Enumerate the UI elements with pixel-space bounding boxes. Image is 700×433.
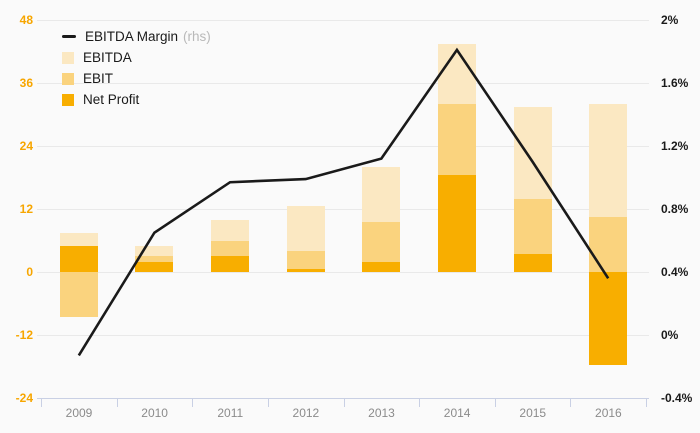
x-axis-label-2012: 2012 <box>292 406 320 420</box>
x-axis-tick <box>419 398 421 407</box>
legend-item-net-profit: Net Profit <box>62 89 211 110</box>
legend-item-ebitda: EBITDA <box>62 47 211 68</box>
x-axis-label-2009: 2009 <box>65 406 93 420</box>
y-axis-left-label: 24 <box>19 139 33 153</box>
x-axis-tick <box>267 398 269 407</box>
legend-label-ebit: EBIT <box>83 71 114 86</box>
bar-net-profit-2013 <box>362 261 401 272</box>
legend-label-ebitda: EBITDA <box>83 50 132 65</box>
bar-net-profit-2011 <box>211 256 250 272</box>
ebit-swatch-icon <box>62 72 74 85</box>
x-axis-label-2010: 2010 <box>141 406 168 420</box>
y-axis-right-label: 2% <box>661 13 679 27</box>
bar-net-profit-2015 <box>513 253 552 272</box>
bar-ebit-2009 <box>59 272 98 317</box>
y-axis-left-label: 0 <box>26 265 33 279</box>
bar-net-profit-2014 <box>437 174 476 272</box>
x-axis-tick <box>343 398 345 407</box>
x-axis-tick <box>41 398 42 407</box>
x-axis-label-2013: 2013 <box>368 406 395 420</box>
y-axis-left-label: 36 <box>19 76 33 90</box>
net-profit-swatch-icon <box>62 93 74 106</box>
y-axis-right-label: 0.4% <box>661 265 689 279</box>
y-axis-right-label: -0.4% <box>661 391 693 405</box>
ebitda-swatch-icon <box>62 51 74 64</box>
x-axis-tick <box>192 398 194 407</box>
x-axis-label-2016: 2016 <box>595 406 622 420</box>
legend-label-ebitda-margin: EBITDA Margin <box>85 29 179 44</box>
line-swatch-icon <box>62 35 76 38</box>
bar-net-profit-2010 <box>135 261 174 272</box>
x-axis-label-2015: 2015 <box>519 406 547 420</box>
gridline <box>37 334 649 336</box>
y-axis-left-label: 48 <box>19 13 33 27</box>
x-axis-tick <box>116 398 118 407</box>
bar-net-profit-2009 <box>59 245 98 272</box>
gridline <box>37 208 649 210</box>
y-axis-right-label: 1.6% <box>661 76 689 90</box>
gridline <box>37 145 649 147</box>
gridline <box>37 271 649 273</box>
y-axis-right-label: 0% <box>661 328 679 342</box>
legend-label-net-profit: Net Profit <box>83 92 140 107</box>
x-axis-tick <box>494 398 496 407</box>
bar-net-profit-2012 <box>286 268 325 272</box>
x-axis-line <box>37 397 649 399</box>
bar-ebit-2016 <box>589 216 628 272</box>
y-axis-right-label: 0.8% <box>661 202 689 216</box>
y-axis-left-label: -24 <box>15 391 33 405</box>
legend: EBITDA Margin (rhs) EBITDA EBIT Net Prof… <box>62 26 211 110</box>
x-axis-tick <box>646 398 647 407</box>
bar-net-profit-2016 <box>589 272 628 365</box>
legend-item-ebit: EBIT <box>62 68 211 89</box>
y-axis-right-label: 1.2% <box>661 139 689 153</box>
y-axis-left-label: 12 <box>19 202 33 216</box>
x-axis-label-2014: 2014 <box>443 406 471 420</box>
legend-item-ebitda-margin: EBITDA Margin (rhs) <box>62 26 211 47</box>
x-axis-label-2011: 2011 <box>217 406 244 420</box>
gridline <box>37 19 649 21</box>
legend-suffix-rhs: (rhs) <box>183 29 211 44</box>
y-axis-left-label: -12 <box>15 328 33 342</box>
x-axis-tick <box>570 398 572 407</box>
